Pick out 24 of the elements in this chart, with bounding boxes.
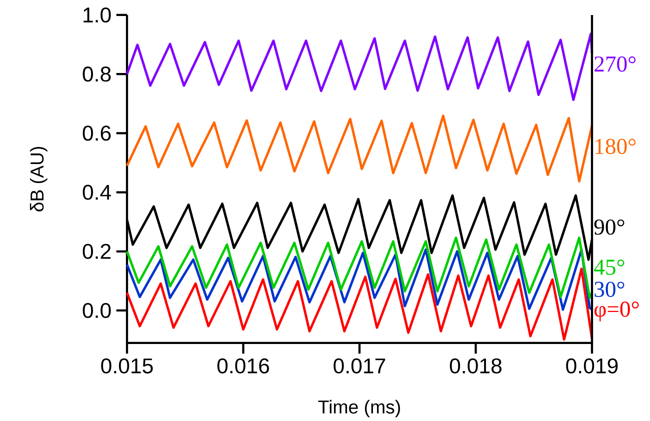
line-series	[126, 32, 594, 101]
x-tick-label: 0.017	[334, 358, 386, 374]
series-label: 180°	[596, 138, 636, 154]
x-tick-label: 0.016	[217, 358, 269, 374]
series-label: 90°	[594, 219, 624, 235]
line-series	[126, 248, 594, 311]
line-series	[126, 114, 594, 183]
line-series	[126, 268, 594, 341]
series-label: φ=0°	[594, 302, 639, 322]
y-tick-label: 0.2	[82, 244, 111, 259]
x-tick-label: 0.018	[450, 358, 502, 374]
x-tick-label: 0.019	[566, 358, 618, 374]
y-tick-label: 0.0	[82, 302, 111, 318]
series-label: 30°	[594, 282, 624, 298]
x-tick-label: 0.015	[101, 358, 153, 374]
y-axis-title: δB (AU)	[30, 146, 48, 212]
y-tick-label: 0.6	[82, 126, 111, 141]
y-tick-label: 0.4	[82, 184, 111, 200]
line-series	[126, 236, 594, 299]
series-label: 45°	[594, 260, 624, 275]
series-label: 270°	[594, 56, 636, 72]
x-axis-title: Time (ms)	[318, 400, 400, 418]
y-tick-label: 1.0	[84, 7, 111, 23]
y-tick-label: 0.8	[82, 66, 111, 82]
